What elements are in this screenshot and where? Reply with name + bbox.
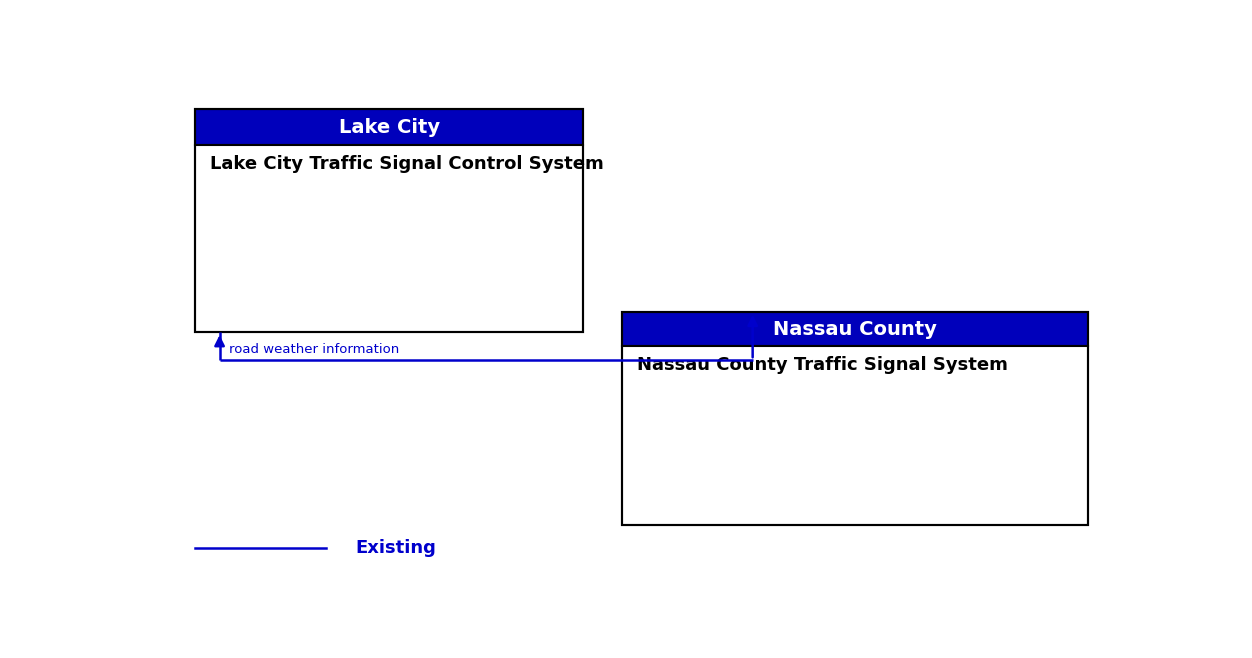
- Text: Existing: Existing: [356, 539, 436, 557]
- Text: Nassau County Traffic Signal System: Nassau County Traffic Signal System: [637, 356, 1008, 374]
- Bar: [622, 346, 1088, 525]
- Bar: [622, 312, 1088, 346]
- Bar: [195, 109, 583, 145]
- Bar: [195, 145, 583, 332]
- Text: Nassau County: Nassau County: [774, 320, 936, 339]
- Text: Lake City Traffic Signal Control System: Lake City Traffic Signal Control System: [210, 155, 603, 173]
- Bar: [622, 312, 1088, 525]
- Bar: [195, 109, 583, 332]
- Text: Lake City: Lake City: [339, 118, 439, 137]
- Text: road weather information: road weather information: [229, 343, 399, 356]
